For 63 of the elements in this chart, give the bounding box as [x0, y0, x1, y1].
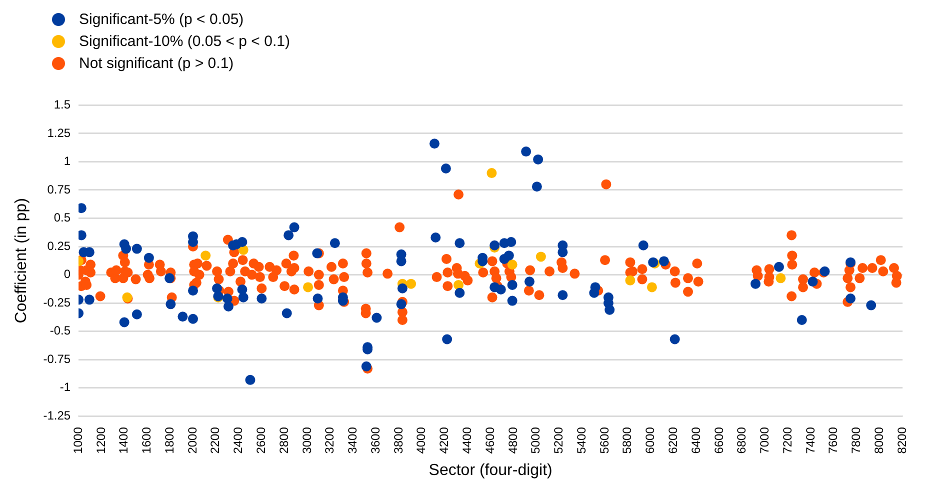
x-tick-label: 6200 [666, 426, 680, 454]
y-tick-label: -0.5 [50, 324, 71, 338]
x-tick-label: 1200 [94, 426, 108, 454]
point [200, 250, 211, 261]
x-tick-label: 6800 [734, 426, 749, 454]
x-tick-label: 7200 [780, 426, 794, 454]
x-tick-label: 5000 [528, 426, 543, 454]
x-tick-label: 3400 [346, 426, 360, 454]
x-tick-label: 1400 [116, 426, 131, 454]
x-tick-label: 5400 [574, 426, 588, 454]
point [486, 168, 497, 178]
x-tick-label: 8000 [872, 426, 886, 454]
x-tick-label: 2000 [185, 426, 200, 454]
point [625, 275, 636, 286]
point [406, 278, 416, 289]
x-tick-label: 7600 [826, 426, 840, 454]
y-tick-label: 0.25 [47, 238, 71, 253]
y-tick-label: 1.25 [47, 126, 71, 140]
x-tick-label: 3000 [300, 426, 314, 454]
legend-label: Significant-5% (p < 0.05) [79, 10, 244, 28]
x-tick-label: 1800 [162, 426, 176, 454]
x-tick-label: 4800 [506, 426, 520, 454]
x-tick-label: 2800 [276, 426, 291, 454]
x-tick-label: 1000 [70, 426, 85, 454]
x-tick-label: 3200 [322, 426, 337, 454]
point [776, 273, 786, 284]
legend-label: Significant-10% (0.05 < p < 0.1) [79, 32, 290, 50]
x-tick-label: 6600 [712, 426, 726, 454]
x-tick-label: 7400 [803, 426, 818, 454]
y-axis-title: Coefficient (in pp) [13, 198, 30, 324]
x-tick-label: 6000 [643, 426, 658, 454]
point [536, 252, 546, 262]
x-tick-label: 5600 [597, 426, 612, 454]
x-tick-label: 4400 [460, 426, 474, 454]
x-tick-label: 7800 [849, 426, 864, 454]
y-tick-label: 0.75 [47, 182, 71, 196]
x-tick-label: 2400 [231, 426, 246, 454]
x-tick-label: 5200 [552, 426, 566, 454]
x-tick-label: 8200 [894, 426, 909, 454]
y-tick-label: -0.75 [43, 352, 71, 366]
point [303, 282, 314, 292]
x-tick-label: 3800 [391, 426, 406, 454]
x-tick-label: 2600 [254, 426, 268, 454]
point [507, 260, 518, 270]
point [646, 282, 657, 292]
x-tick-label: 3600 [368, 426, 382, 454]
y-tick-label: 1 [64, 154, 71, 168]
x-tick-label: 2200 [208, 426, 222, 454]
y-tick-label: -0.25 [43, 295, 71, 310]
x-tick-label: 1600 [140, 426, 154, 454]
legend-label: Not significant (p > 0.1) [79, 54, 234, 72]
y-tick-label: 0 [64, 267, 71, 282]
x-tick-label: 7000 [758, 426, 772, 454]
x-tick-label: 4200 [437, 426, 452, 454]
x-tick-label: 5800 [620, 426, 634, 454]
x-tick-label: 4000 [414, 426, 428, 454]
x-tick-label: 4600 [482, 426, 497, 454]
y-tick-label: -1 [60, 380, 71, 394]
y-tick-label: -1.25 [43, 408, 71, 422]
y-tick-label: 0.5 [54, 210, 71, 225]
y-tick-label: 1.5 [54, 98, 71, 112]
x-tick-label: 6400 [688, 426, 703, 454]
x-axis-title: Sector (four-digit) [428, 462, 552, 479]
